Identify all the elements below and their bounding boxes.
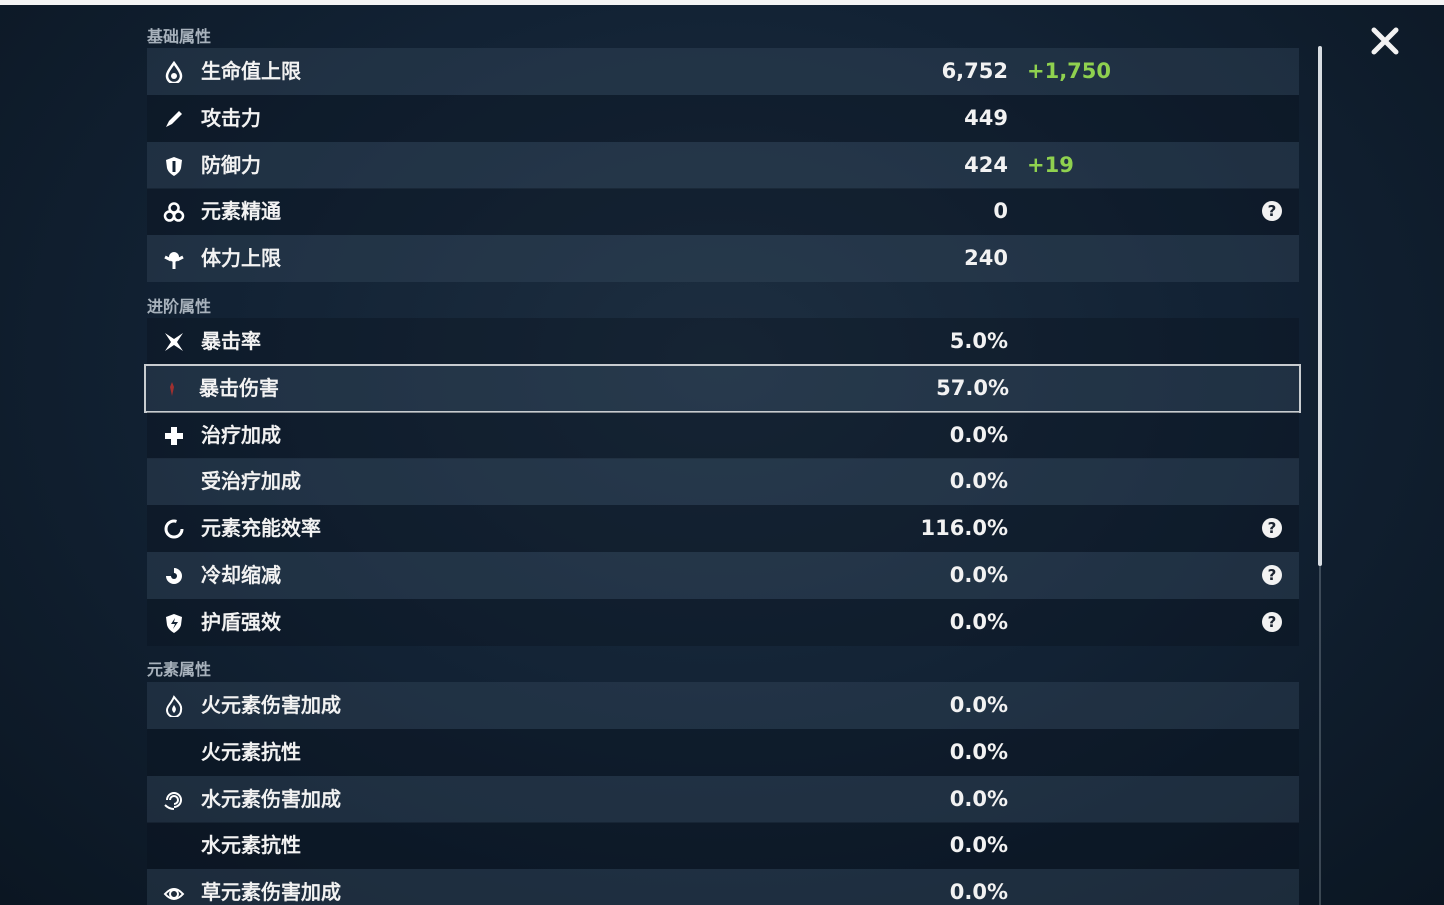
stat-icon [165,333,183,351]
stat-icon [166,156,182,176]
stat-icon [166,568,182,584]
stat-row[interactable]: 元素充能效率 116.0%? [147,505,1299,553]
stat-row[interactable]: 水元素抗性 0.0% [147,822,1299,870]
stat-value: 0.0% [949,693,1008,717]
stat-row[interactable]: 火元素伤害加成 0.0% [147,682,1299,729]
stat-row[interactable]: 攻击力 449 [147,94,1299,142]
stat-icon [166,110,182,127]
stat-label: 攻击力 [201,105,261,130]
stat-label: 暴击伤害 [199,375,279,400]
stat-value: 0.0% [949,422,1008,447]
stat-label: 火元素伤害加成 [201,693,341,717]
stat-icon [166,613,182,633]
stat-value: 0.0% [949,469,1008,494]
stat-bonus: +19 [1027,152,1074,177]
stat-label: 护盾强效 [201,609,281,634]
stat-label: 防御力 [201,152,261,177]
stat-label: 体力上限 [201,246,281,271]
stat-row[interactable]: 暴击率 5.0% [147,318,1299,365]
stat-row[interactable]: 草元素伤害加成 0.0% [147,869,1299,905]
top-edge [0,0,1444,5]
help-button[interactable]: ? [1262,565,1282,585]
section-title: 基础属性 [147,27,212,46]
stat-label: 元素充能效率 [201,516,321,541]
stat-value: 116.0% [920,516,1008,541]
stat-label: 水元素抗性 [201,833,301,858]
section-title: 进阶属性 [147,297,212,316]
scrollbar[interactable] [1318,46,1322,566]
stat-value: 240 [964,246,1008,271]
stat-label: 受治疗加成 [201,469,301,494]
stat-value: 424 [964,152,1008,177]
stat-value: 0.0% [949,609,1008,634]
help-button[interactable]: ? [1262,611,1282,632]
stat-row[interactable]: 体力上限 240 [147,235,1299,283]
stat-value: 449 [964,105,1008,130]
stat-icon [164,791,182,810]
stat-label: 水元素伤害加成 [201,786,341,811]
stat-value: 0 [993,199,1008,224]
stat-row[interactable]: 火元素抗性 0.0% [147,728,1299,776]
stat-row[interactable]: 受治疗加成 0.0% [147,458,1299,506]
stat-row[interactable]: 治疗加成 0.0% [147,411,1299,459]
stat-value: 6,752 [941,59,1008,83]
stat-value: 57.0% [936,375,1009,400]
stat-icon [163,888,185,901]
stat-value: 0.0% [949,880,1008,905]
section-title: 元素属性 [147,660,212,679]
stat-row[interactable]: 生命值上限 6,752 +1,750 [147,48,1299,95]
stat-value: 5.0% [949,329,1008,353]
stat-row[interactable]: 元素精通 0? [147,188,1299,236]
stat-value: 0.0% [949,563,1008,587]
stat-value: 0.0% [949,833,1008,858]
stat-label: 冷却缩减 [201,563,281,587]
stat-bonus: +1,750 [1027,59,1112,83]
help-button[interactable]: ? [1262,201,1282,222]
stat-icon [164,252,184,270]
stat-row[interactable]: 水元素伤害加成 0.0% [147,775,1299,823]
stat-label: 元素精通 [201,199,281,224]
stat-icon [165,426,183,445]
stat-icon [170,381,174,396]
stat-icon [165,61,183,83]
stat-row[interactable]: 防御力 424 +19 [147,141,1299,189]
stat-row[interactable]: 冷却缩减 0.0%? [147,552,1299,599]
stat-row[interactable]: 暴击伤害 57.0% [144,363,1301,413]
scroll-track [1319,566,1321,905]
stat-row[interactable]: 护盾强效 0.0%? [147,598,1299,646]
close-button[interactable] [1370,26,1400,56]
stat-label: 草元素伤害加成 [201,880,341,905]
stat-label: 火元素抗性 [201,739,301,764]
stat-icon [164,519,184,539]
stat-icon [165,695,183,717]
help-button[interactable]: ? [1262,518,1282,539]
stat-label: 生命值上限 [201,59,301,83]
stat-value: 0.0% [949,739,1008,764]
stat-label: 暴击率 [201,329,261,353]
stat-label: 治疗加成 [201,422,281,447]
stat-value: 0.0% [949,786,1008,811]
stat-icon [163,202,185,223]
